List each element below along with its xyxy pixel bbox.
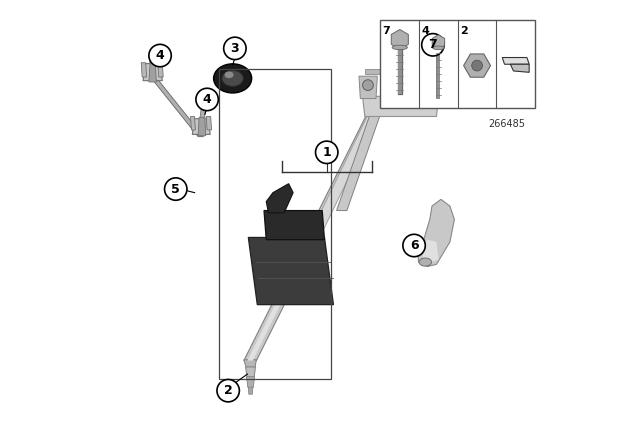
Polygon shape — [143, 64, 163, 81]
Polygon shape — [191, 116, 195, 130]
Polygon shape — [510, 64, 529, 72]
Ellipse shape — [225, 72, 234, 78]
Circle shape — [196, 88, 218, 111]
Polygon shape — [192, 119, 210, 134]
Polygon shape — [200, 101, 207, 119]
Text: 266485: 266485 — [489, 119, 525, 129]
Polygon shape — [418, 76, 437, 99]
Circle shape — [164, 178, 187, 200]
Ellipse shape — [392, 45, 408, 50]
Polygon shape — [298, 112, 380, 260]
Polygon shape — [150, 76, 204, 137]
Polygon shape — [359, 76, 378, 99]
Polygon shape — [246, 377, 255, 388]
Bar — [220, 69, 332, 379]
Text: 1: 1 — [323, 146, 331, 159]
Circle shape — [422, 34, 444, 56]
Text: 3: 3 — [230, 42, 239, 55]
Polygon shape — [392, 83, 401, 94]
Polygon shape — [418, 199, 454, 267]
Circle shape — [362, 80, 373, 90]
Polygon shape — [150, 56, 154, 64]
Circle shape — [224, 37, 246, 60]
Polygon shape — [206, 116, 212, 130]
Polygon shape — [248, 112, 375, 361]
Text: 4: 4 — [421, 26, 429, 36]
Polygon shape — [244, 360, 257, 367]
Polygon shape — [502, 57, 529, 64]
Text: 2: 2 — [460, 26, 467, 36]
Polygon shape — [264, 211, 324, 240]
Polygon shape — [141, 63, 147, 77]
Text: 7: 7 — [429, 38, 437, 52]
Circle shape — [149, 44, 172, 67]
Polygon shape — [149, 62, 157, 82]
Polygon shape — [401, 85, 410, 96]
Polygon shape — [365, 69, 439, 74]
Polygon shape — [246, 367, 255, 377]
Circle shape — [472, 60, 483, 71]
Polygon shape — [422, 240, 439, 262]
Circle shape — [419, 80, 430, 90]
Text: 2: 2 — [224, 384, 232, 397]
Ellipse shape — [433, 46, 444, 50]
Polygon shape — [362, 96, 439, 116]
Polygon shape — [244, 112, 380, 361]
Polygon shape — [198, 117, 206, 136]
Circle shape — [217, 379, 239, 402]
Polygon shape — [248, 387, 253, 394]
Polygon shape — [266, 184, 293, 213]
Ellipse shape — [214, 64, 252, 93]
Circle shape — [316, 141, 338, 164]
Circle shape — [403, 234, 425, 257]
Polygon shape — [158, 63, 163, 77]
Bar — [380, 20, 535, 108]
Text: 6: 6 — [410, 239, 419, 252]
Polygon shape — [248, 237, 333, 305]
Ellipse shape — [419, 258, 431, 266]
Polygon shape — [382, 85, 391, 96]
Text: 4: 4 — [203, 93, 211, 106]
Polygon shape — [337, 108, 383, 211]
Text: 7: 7 — [383, 26, 390, 36]
Text: 4: 4 — [156, 49, 164, 62]
Text: 5: 5 — [172, 182, 180, 196]
Ellipse shape — [222, 70, 243, 86]
